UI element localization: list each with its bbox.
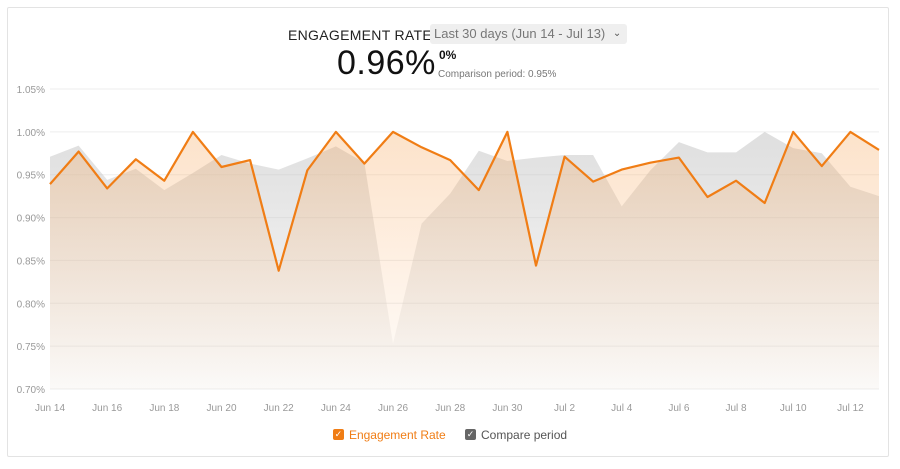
checkbox-checked-icon: ✓ <box>332 429 344 440</box>
chevron-down-icon: ⌄ <box>612 28 622 39</box>
engagement-rate-line <box>49 130 880 272</box>
legend: ✓ Engagement Rate ✓ Compare period <box>0 426 900 442</box>
y-tick-label: 0.90% <box>17 214 45 225</box>
x-tick-label: Jul 2 <box>554 403 576 414</box>
x-tick-label: Jun 24 <box>321 403 351 414</box>
x-tick-label: Jun 28 <box>435 403 465 414</box>
y-axis: 1.05% 1.00% 0.95% 0.90% 0.85% 0.80% 0.75% 0.70% <box>17 85 45 396</box>
x-tick-label: Jun 20 <box>207 403 237 414</box>
x-tick-label: Jun 16 <box>92 403 122 414</box>
x-tick-label: Jul 12 <box>837 403 864 414</box>
series-lines <box>49 130 880 272</box>
legend-item-engagement-rate[interactable]: ✓ Engagement Rate <box>332 427 446 442</box>
metric-delta: 0% <box>439 48 457 62</box>
legend-item-compare-period[interactable]: ✓ Compare period <box>465 428 567 442</box>
date-range-label: Last 30 days (Jun 14 - Jul 13) <box>434 26 606 41</box>
y-tick-label: 0.75% <box>17 342 45 353</box>
metric-value: 0.96% <box>337 44 436 82</box>
y-tick-label: 0.95% <box>17 171 45 182</box>
y-tick-label: 0.80% <box>17 299 45 310</box>
legend-label-compare-period: Compare period <box>481 427 568 442</box>
x-tick-label: Jul 4 <box>611 403 633 414</box>
y-tick-label: 1.05% <box>17 85 45 96</box>
x-axis: Jun 14 Jun 16 Jun 18 Jun 20 Jun 22 Jun 24 Jun … <box>35 403 864 414</box>
x-tick-label: Jul 6 <box>668 403 690 414</box>
y-tick-label: 1.00% <box>17 128 45 139</box>
date-range-select[interactable]: Last 30 days (Jun 14 - Jul 13) ⌄ <box>430 24 628 44</box>
x-tick-label: Jun 14 <box>35 403 65 414</box>
legend-label-engagement-rate: Engagement Rate <box>348 427 446 442</box>
x-tick-label: Jun 30 <box>492 403 522 414</box>
comparison-period-text: Comparison period: 0.95% <box>438 69 557 80</box>
engagement-rate-area <box>50 131 879 389</box>
y-tick-label: 0.70% <box>17 385 45 396</box>
checkbox-checked-icon: ✓ <box>465 429 477 440</box>
x-tick-label: Jun 26 <box>378 403 408 414</box>
chart-title: ENGAGEMENT RATE <box>288 27 433 43</box>
x-tick-label: Jun 18 <box>149 403 179 414</box>
series-areas <box>50 131 879 389</box>
x-tick-label: Jul 8 <box>726 403 748 414</box>
y-tick-label: 0.85% <box>17 256 45 267</box>
x-tick-label: Jun 22 <box>264 403 294 414</box>
x-tick-label: Jul 10 <box>780 403 807 414</box>
